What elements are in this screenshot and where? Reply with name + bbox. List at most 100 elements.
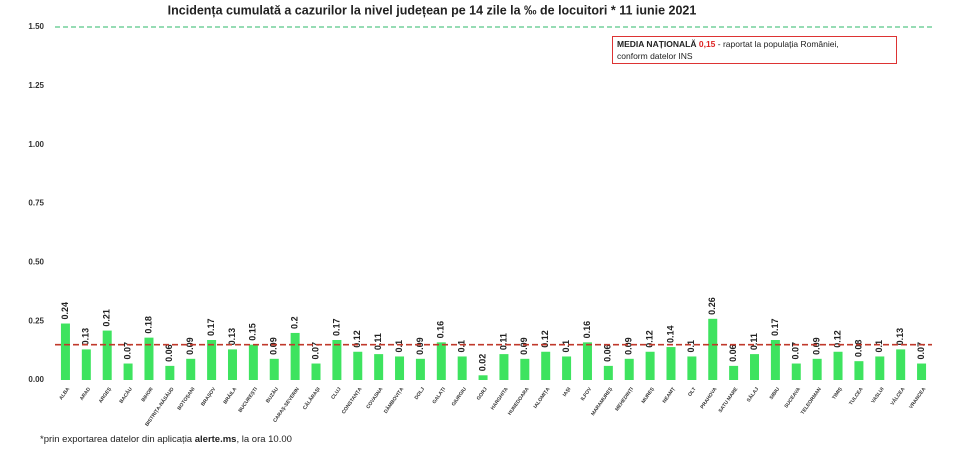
value-label: 0.09 — [269, 337, 279, 355]
value-label: 0.09 — [415, 337, 425, 355]
x-tick-label: BUCUREȘTI — [237, 386, 259, 414]
value-label: 0.11 — [749, 333, 759, 350]
bar — [770, 339, 780, 380]
y-tick-label: 1.00 — [28, 140, 44, 149]
x-tick-label: DOLJ — [414, 386, 427, 401]
x-tick-label: ARAD — [79, 386, 92, 402]
x-tick-label: TIMIȘ — [831, 386, 844, 401]
x-tick-label: NEAMȚ — [662, 386, 677, 404]
x-tick-label: BRAȘOV — [200, 386, 218, 408]
bar — [541, 351, 551, 380]
value-label: 0.17 — [331, 318, 341, 336]
bar — [791, 363, 801, 380]
value-label: 0.07 — [310, 342, 320, 360]
value-label: 0.07 — [916, 342, 926, 360]
bar — [311, 363, 321, 380]
x-tick-label: CĂLĂRAȘI — [301, 385, 322, 411]
x-tick-label: ILFOV — [580, 386, 594, 402]
x-tick-label: BACĂU — [118, 386, 134, 405]
value-label: 0.08 — [853, 340, 863, 358]
value-label: 0.17 — [770, 318, 780, 336]
footnote-text: , la ora 10.00 — [236, 434, 292, 445]
value-label: 0.06 — [728, 344, 738, 362]
value-label: 0.07 — [791, 342, 801, 360]
bar — [603, 365, 613, 380]
value-label: 0.13 — [81, 328, 91, 346]
footnote: *prin exportarea datelor din aplicația a… — [40, 434, 292, 445]
bar — [207, 339, 217, 380]
bar — [582, 342, 592, 380]
x-tick-label: BRĂILA — [222, 386, 239, 406]
bar — [269, 358, 279, 380]
value-label: 0.16 — [582, 321, 592, 339]
bar — [248, 344, 258, 380]
bar — [81, 349, 91, 380]
value-label: 0.16 — [436, 321, 446, 339]
bar — [290, 332, 300, 380]
bar — [165, 365, 175, 380]
y-tick-label: 1.50 — [28, 22, 44, 31]
bar — [520, 358, 530, 380]
chart-title: Incidența cumulată a cazurilor la nivel … — [168, 3, 697, 17]
x-tick-label: PRAHOVA — [699, 386, 718, 410]
value-label: 0.12 — [832, 330, 842, 348]
value-label: 0.26 — [707, 297, 717, 315]
x-tick-label: IALOMIȚA — [533, 386, 552, 410]
y-tick-label: 1.25 — [28, 81, 44, 90]
x-tick-label: TULCEA — [848, 386, 865, 406]
value-label: 0.13 — [895, 328, 905, 346]
bar — [60, 323, 70, 380]
x-tick-label: GIURGIU — [451, 386, 468, 407]
x-tick-label: ARGEȘ — [98, 386, 113, 405]
bar — [917, 363, 927, 380]
x-tick-label: SIBIU — [769, 386, 782, 401]
bar — [374, 354, 384, 380]
value-label: 0.1 — [874, 340, 884, 353]
bar — [562, 356, 572, 380]
value-label: 0.13 — [227, 328, 237, 346]
x-tick-label: GORJ — [476, 386, 489, 401]
value-label: 0.1 — [561, 340, 571, 353]
bar — [645, 351, 655, 380]
x-tick-label: VÂLCEA — [889, 386, 907, 407]
value-label: 0.21 — [102, 309, 112, 327]
bar — [457, 356, 467, 380]
bar — [332, 339, 342, 380]
bar — [729, 365, 739, 380]
y-tick-label: 0.25 — [28, 316, 44, 325]
footnote-text: *prin exportarea datelor din aplicația — [40, 434, 193, 445]
bar — [896, 349, 906, 380]
bar — [499, 354, 509, 380]
value-label: 0.1 — [686, 340, 696, 353]
annotation-value: 0,15 — [698, 39, 716, 49]
x-tick-label: IAȘI — [562, 386, 573, 398]
x-tick-label: SĂLAJ — [745, 386, 760, 404]
y-tick-label: 0.00 — [28, 375, 44, 384]
annotation-box: MEDIA NAȚIONALĂ 0,15 - raportat la popul… — [612, 36, 897, 64]
bar — [666, 347, 676, 380]
x-tick-label: MARAMUREȘ — [590, 386, 614, 417]
bar — [395, 356, 405, 380]
bar — [227, 349, 237, 380]
bar — [812, 358, 822, 380]
bar — [750, 354, 760, 380]
x-tick-label: SATU MARE — [718, 386, 740, 414]
annotation-title: MEDIA NAȚIONALĂ — [617, 39, 697, 49]
bar — [436, 342, 446, 380]
x-tick-label: TELEORMAN — [800, 386, 823, 416]
value-label: 0.09 — [812, 337, 822, 355]
value-label: 0.18 — [143, 316, 153, 334]
bar — [478, 375, 488, 380]
value-label: 0.2 — [290, 316, 300, 329]
value-label: 0.06 — [603, 344, 613, 362]
x-tick-label: DÂMBOVIȚA — [382, 386, 405, 415]
value-label: 0.17 — [206, 318, 216, 336]
x-tick-label: BOTOȘANI — [176, 386, 196, 411]
footnote-text: alerte.ms — [194, 434, 237, 445]
y-tick-label: 0.75 — [28, 199, 44, 208]
value-label: 0.09 — [624, 337, 634, 355]
bar — [854, 361, 864, 380]
value-label: 0.1 — [394, 340, 404, 353]
